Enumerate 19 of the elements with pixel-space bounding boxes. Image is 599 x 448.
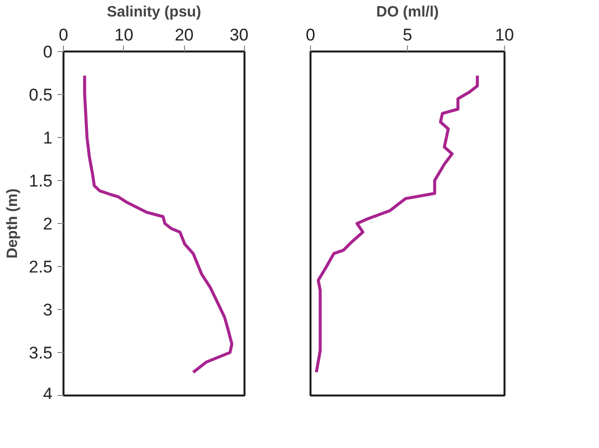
x-tick-label: 5 xyxy=(402,26,412,44)
x-tick-label: 0 xyxy=(306,26,316,44)
x-axis-title: DO (ml/l) xyxy=(376,4,439,20)
x-tick-label: 20 xyxy=(174,26,194,44)
x-tick-label: 30 xyxy=(230,26,249,44)
y-tick-label: 0.5 xyxy=(28,86,53,104)
y-tick-label: 2 xyxy=(43,214,53,234)
y-axis-title: Depth (m) xyxy=(4,188,21,258)
y-tick-label: 2.5 xyxy=(28,258,53,276)
y-tick-label: 3.5 xyxy=(28,344,53,362)
y-tick-label: 1.5 xyxy=(28,172,53,190)
x-tick-label: 10 xyxy=(495,26,514,44)
y-tick-label: 3 xyxy=(43,300,53,320)
x-tick-label: 0 xyxy=(58,26,68,44)
y-tick-label: 1 xyxy=(43,128,53,148)
x-tick-label: 10 xyxy=(114,26,134,44)
y-tick-label: 0 xyxy=(43,42,53,62)
line-series xyxy=(83,74,234,374)
x-axis-title: Salinity (psu) xyxy=(106,4,202,20)
